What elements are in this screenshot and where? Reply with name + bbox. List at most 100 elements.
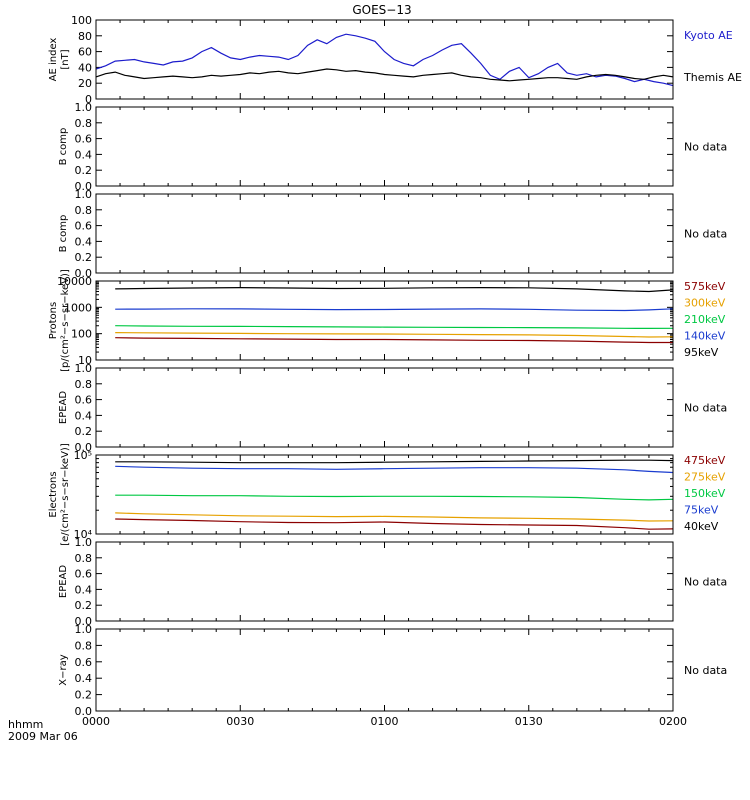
ylabel-line: Protons [48,302,59,339]
legend-kyoto-ae: Kyoto AE [684,29,733,42]
no-data-label: No data [684,664,727,677]
ytick-label: 40 [78,61,92,74]
ytick-label: 0.6 [75,394,93,407]
legend-140kev: 140keV [684,330,726,343]
ytick-label: 1000 [64,301,92,314]
series-475kev [115,518,674,530]
panel-frame [95,367,674,448]
ytick-label: 0.4 [75,409,93,422]
ylabel-line: [e/(cm²−s−sr−keV)] [60,443,71,546]
xtick-label: 0130 [515,715,543,728]
ytick-label: 0.6 [75,133,93,146]
legend-95kev: 95keV [684,346,719,359]
ytick-label: 100 [71,14,92,27]
ylabel-line: B comp [58,215,69,253]
ytick-label: 0.6 [75,656,93,669]
ytick-label: 1.0 [75,188,93,201]
ytick-label: 1.0 [75,536,93,549]
ytick-label: 10 [78,354,92,367]
ytick-label: 0.6 [75,220,93,233]
legend-575kev: 575keV [684,280,726,293]
xtick-label: 0200 [659,715,687,728]
series-themis-ae [95,68,674,82]
ytick-label: 0.8 [75,552,93,565]
series-140kev [115,308,674,312]
ytick-label: 0 [85,93,92,106]
ytick-label: 20 [78,77,92,90]
ytick-label: 0.0 [75,267,93,280]
no-data-label: No data [684,402,727,415]
ylabel-line: B comp [58,128,69,166]
ytick-label: 0.6 [75,568,93,581]
no-data-label: No data [684,228,727,241]
series-95kev [115,286,674,293]
series-575kev [115,337,673,344]
legend-210kev: 210keV [684,313,726,326]
ylabel-line: EPEAD [58,391,69,425]
series-150kev [115,494,674,501]
panel-frame [95,106,674,187]
ytick-label: 0.2 [75,425,93,438]
legend-300kev: 300keV [684,297,726,310]
no-data-label: No data [684,576,727,589]
xtick-label: 0100 [371,715,399,728]
panel-epead1: 0.0 0.2 0.4 0.6 0.8 1.0 EPEAD No data [58,362,727,454]
panel-frame [95,541,674,622]
panel-b1: 0.0 0.2 0.4 0.6 0.8 1.0 B comp No data [58,101,727,193]
ytick-label: 0.8 [75,204,93,217]
ytick-label: 60 [78,46,92,59]
panel-electrons: 10⁴ 10⁵ Electrons [e/(cm²−s−sr−keV)] 475keV 2… [48,443,726,546]
panel-epead2: 0.0 0.2 0.4 0.6 0.8 1.0 EPEAD No data [58,536,727,628]
panel-ae: 0 20 40 60 80 100 AE index [nT] Kyoto AE Themis A… [48,14,742,106]
no-data-label: No data [684,141,727,154]
panel-frame [95,193,674,274]
ytick-label: 0.8 [75,639,93,652]
panel-frame [95,280,674,361]
ylabel-line: EPEAD [58,565,69,599]
ylabel-line: X−ray [58,654,69,685]
ytick-label: 0.8 [75,378,93,391]
legend-275kev: 275keV [684,471,726,484]
xtick-label: 0000 [82,715,110,728]
series-75kev [115,465,674,474]
ytick-label: 0.8 [75,117,93,130]
panels: 0 20 40 60 80 100 AE index [nT] Kyoto AE Themis A… [48,14,742,728]
ylabel-line: Electrons [48,471,59,517]
xtick-label: 0030 [226,715,254,728]
ylabel-line: AE index [48,38,59,82]
ytick-label: 0.4 [75,235,93,248]
series-300kev [115,332,674,338]
legend-40kev: 40keV [684,520,719,533]
legend-150kev: 150keV [684,487,726,500]
plot-title: GOES−13 [352,3,411,17]
ytick-label: 0.4 [75,672,93,685]
xaxis-label: hhmm [8,718,43,731]
ytick-label: 80 [78,30,92,43]
series-kyoto-ae [95,33,674,87]
ytick-label: 10⁵ [74,449,92,462]
ytick-label: 1.0 [75,101,93,114]
series-40kev [115,459,674,464]
panel-b2: 0.0 0.2 0.4 0.6 0.8 1.0 B comp No data [58,188,727,280]
panel-protons: 10 100 1000 10000 Protons [p/(cm²−s−sr−keV)] 5… [48,269,726,372]
ytick-label: 1.0 [75,623,93,636]
ytick-label: 1.0 [75,362,93,375]
series-275kev [115,512,674,522]
ytick-label: 0.0 [75,705,93,718]
ytick-label: 10⁴ [74,528,93,541]
legend-75kev: 75keV [684,504,719,517]
ytick-label: 0.0 [75,180,93,193]
ytick-label: 0.2 [75,251,93,264]
ytick-label: 0.0 [75,615,93,628]
ytick-label: 0.2 [75,164,93,177]
date-label: 2009 Mar 06 [8,730,78,743]
ytick-label: 100 [71,328,92,341]
ytick-label: 0.2 [75,689,93,702]
series-210kev [115,325,674,329]
panel-xray: 0.0 0.2 0.4 0.6 0.8 1.0 X−ray No data [58,623,727,718]
ytick-label: 0.0 [75,441,93,454]
panel-frame [95,19,674,100]
ytick-label: 0.4 [75,148,93,161]
ylabel-line: [p/(cm²−s−sr−keV)] [60,269,71,372]
